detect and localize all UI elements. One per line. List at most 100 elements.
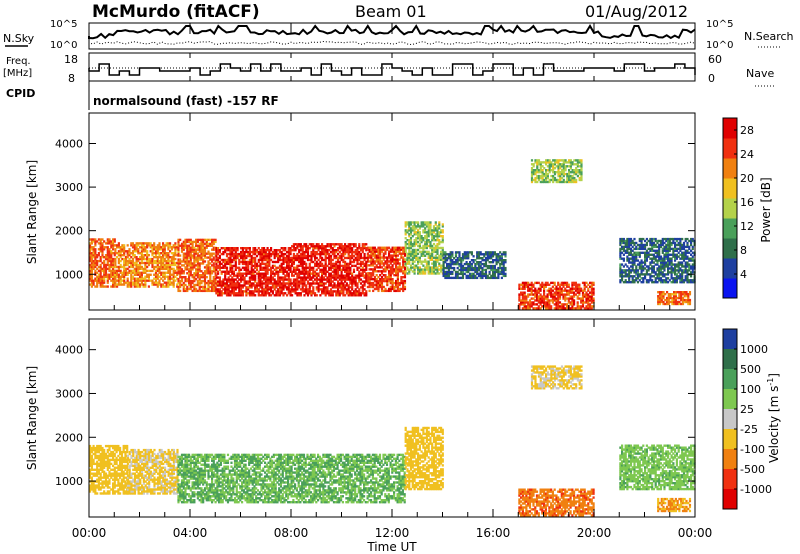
heatmap-cell	[642, 281, 645, 284]
heatmap-cell	[567, 285, 570, 288]
heatmap-cell	[324, 264, 327, 268]
heatmap-cell	[162, 244, 165, 247]
heatmap-cell	[449, 251, 452, 254]
heatmap-cell	[532, 307, 535, 310]
heatmap-cell	[177, 278, 180, 281]
heatmap-cell	[527, 283, 530, 286]
heatmap-cell	[333, 272, 336, 275]
heatmap-cell	[544, 301, 547, 304]
heatmap-cell	[287, 258, 290, 262]
heatmap-cell	[638, 275, 641, 278]
heatmap-cell	[252, 282, 255, 285]
heatmap-cell	[463, 272, 466, 276]
heatmap-cell	[217, 294, 220, 297]
heatmap-cell	[198, 268, 201, 271]
heatmap-cell	[631, 275, 634, 278]
heatmap-cell	[333, 268, 336, 271]
heatmap-cell	[534, 295, 537, 298]
heatmap-cell	[644, 239, 647, 243]
heatmap-cell	[667, 245, 670, 249]
heatmap-cell	[257, 284, 260, 287]
heatmap-cell	[234, 286, 237, 289]
heatmap-cell	[442, 262, 445, 266]
heatmap-cell	[546, 303, 549, 306]
heatmap-cell	[431, 231, 434, 234]
heatmap-cell	[220, 290, 223, 293]
heatmap-cell	[312, 276, 315, 279]
heatmap-cell	[271, 272, 274, 275]
heatmap-cell	[408, 270, 411, 273]
heatmap-cell	[347, 250, 350, 254]
heatmap-cell	[291, 249, 294, 252]
heatmap-cell	[266, 268, 269, 271]
heatmap-cell	[534, 303, 537, 306]
heatmap-cell	[415, 233, 418, 236]
heatmap-cell	[245, 268, 248, 271]
heatmap-cell	[310, 292, 313, 295]
heatmap-cell	[303, 290, 306, 293]
heatmap-cell	[170, 246, 173, 249]
heatmap-cell	[273, 286, 276, 289]
heatmap-cell	[248, 284, 251, 287]
heatmap-cell	[402, 252, 405, 255]
heatmap-cell	[440, 254, 443, 257]
heatmap-cell	[231, 249, 234, 252]
heatmap-cell	[337, 249, 340, 252]
heatmap-cell	[417, 240, 420, 244]
heatmap-cell	[658, 259, 661, 262]
heatmap-cell	[338, 276, 341, 279]
heatmap-cell	[340, 292, 343, 295]
heatmap-cell	[203, 272, 207, 275]
heatmap-cell	[214, 272, 217, 275]
heatmap-cell	[114, 265, 117, 269]
heatmap-cell	[317, 262, 320, 266]
heatmap-cell	[335, 268, 338, 271]
heatmap-cell	[289, 290, 292, 293]
heatmap-cell	[215, 292, 218, 295]
heatmap-cell	[424, 240, 427, 244]
heatmap-cell	[356, 286, 359, 289]
heatmap-cell	[278, 270, 282, 273]
heatmap-cell	[636, 275, 640, 278]
nave-label: Nave	[746, 67, 774, 80]
heatmap-cell	[287, 280, 290, 283]
heatmap-cell	[592, 287, 595, 290]
heatmap-cell	[259, 276, 262, 279]
heatmap-cell	[236, 294, 239, 297]
heatmap-cell	[337, 276, 340, 279]
heatmap-cell	[573, 283, 576, 286]
heatmap-cell	[654, 273, 657, 276]
heatmap-cell	[92, 279, 95, 282]
heatmap-cell	[218, 256, 221, 260]
heatmap-cell	[245, 266, 248, 269]
heatmap-cell	[200, 252, 203, 255]
heatmap-cell	[406, 258, 409, 261]
heatmap-cell	[396, 270, 399, 273]
heatmap-cell	[338, 286, 341, 289]
heatmap-cell	[193, 258, 196, 261]
heatmap-cell	[366, 281, 369, 285]
heatmap-cell	[518, 305, 521, 308]
heatmap-cell	[254, 266, 257, 269]
heatmap-cell	[291, 286, 294, 289]
heatmap-cell	[640, 265, 643, 268]
heatmap-cell	[200, 274, 203, 277]
heatmap-cell	[391, 285, 394, 289]
heatmap-cell	[271, 284, 274, 287]
heatmap-cell	[147, 257, 150, 261]
heatmap-cell	[255, 288, 259, 291]
heatmap-cell	[576, 289, 579, 292]
heatmap-cell	[96, 283, 99, 286]
heatmap-cell	[333, 282, 336, 285]
heatmap-cell	[370, 260, 373, 263]
heatmap-cell	[534, 299, 537, 302]
heatmap-cell	[123, 267, 126, 271]
heatmap-cell	[335, 278, 338, 281]
heatmap-cell	[520, 301, 523, 304]
heatmap-cell	[231, 290, 234, 293]
heatmap-cell	[117, 259, 120, 263]
heatmap-cell	[396, 246, 399, 249]
heatmap-cell	[628, 259, 631, 262]
heatmap-cell	[254, 274, 257, 277]
heatmap-cell	[417, 248, 420, 252]
